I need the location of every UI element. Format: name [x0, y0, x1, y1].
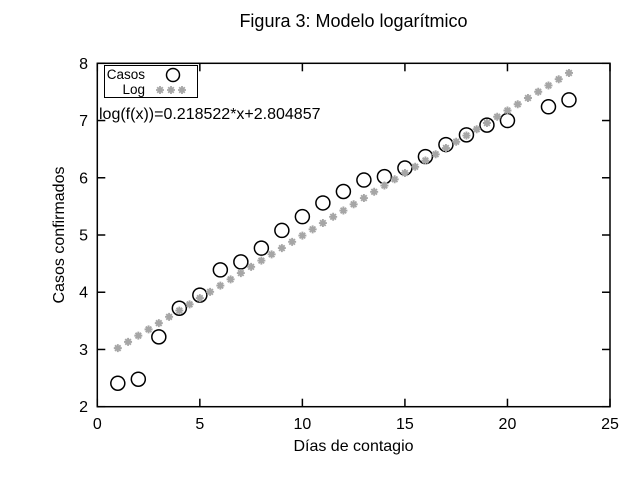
data-point — [110, 375, 126, 391]
x-tick-label: 15 — [396, 416, 414, 433]
fit-equation-label: log(f(x))=0.218522*x+2.804857 — [99, 106, 321, 123]
x-axis-label: Días de contagio — [293, 438, 414, 455]
fit-marker — [482, 119, 491, 128]
data-point — [171, 300, 188, 317]
fit-marker — [493, 112, 502, 121]
fit-marker — [534, 87, 543, 96]
data-point — [130, 371, 147, 387]
fit-marker — [339, 206, 348, 215]
fit-marker — [113, 344, 122, 353]
data-point — [561, 92, 577, 108]
fit-marker — [308, 225, 317, 234]
fit-marker — [400, 169, 409, 178]
fit-marker — [441, 144, 450, 153]
fit-marker — [175, 306, 184, 315]
y-tick-label: 4 — [79, 285, 88, 302]
data-point — [253, 240, 270, 256]
data-point — [315, 195, 331, 211]
y-tick-label: 2 — [79, 399, 88, 416]
fit-marker — [380, 181, 389, 190]
data-point — [356, 172, 372, 188]
legend-entry-casos: Casos — [105, 67, 197, 82]
fit-marker — [134, 331, 143, 340]
fit-marker — [247, 262, 256, 271]
fit-marker — [370, 187, 379, 196]
fit-marker — [359, 194, 368, 203]
fit-marker — [431, 150, 440, 159]
x-tick-label: 5 — [195, 416, 204, 433]
fit-marker — [288, 237, 297, 246]
fit-marker — [185, 300, 194, 309]
data-point — [499, 112, 516, 129]
fit-marker — [124, 337, 133, 346]
fit-marker — [390, 175, 399, 184]
data-point — [274, 222, 290, 239]
fit-marker — [452, 137, 461, 146]
data-point — [151, 329, 167, 345]
y-tick-label: 6 — [79, 170, 88, 187]
fit-marker — [554, 75, 563, 84]
x-tick-label: 25 — [601, 416, 619, 433]
fit-marker — [564, 68, 573, 77]
fit-marker — [257, 256, 266, 265]
x-tick-label: 0 — [93, 416, 102, 433]
data-point — [335, 183, 352, 200]
fit-marker — [349, 200, 358, 209]
fit-marker — [236, 269, 245, 278]
fit-marker — [298, 231, 307, 240]
data-point — [233, 254, 249, 270]
open-circle-icon — [145, 67, 197, 83]
y-axis-label: Casos confirmados — [51, 166, 68, 304]
fit-marker — [544, 81, 553, 90]
data-point — [294, 208, 311, 225]
y-tick-label: 7 — [79, 113, 88, 130]
fit-marker — [165, 312, 174, 321]
asterisk-icon — [178, 85, 186, 94]
data-point — [376, 168, 393, 185]
fit-marker — [421, 156, 430, 165]
y-tick-label: 8 — [79, 56, 88, 73]
asterisk-markers-icon — [145, 82, 197, 98]
fit-marker — [144, 325, 153, 334]
data-point — [458, 127, 475, 143]
fit-marker — [523, 93, 532, 102]
fit-marker — [513, 100, 522, 109]
fit-marker — [277, 244, 286, 253]
y-tick-label: 3 — [79, 342, 88, 359]
fit-marker — [267, 250, 276, 259]
x-tick-label: 10 — [293, 416, 311, 433]
fit-marker — [318, 219, 327, 228]
fit-marker — [411, 162, 420, 171]
y-tick-label: 5 — [79, 228, 88, 245]
data-point — [540, 99, 557, 115]
fit-marker — [329, 212, 338, 221]
fit-marker — [503, 106, 512, 115]
data-point — [212, 262, 229, 278]
fit-marker — [472, 125, 481, 134]
fit-marker — [195, 294, 204, 303]
chart-title: Figura 3: Modelo logarítmico — [239, 11, 468, 31]
fit-marker — [462, 131, 471, 140]
asterisk-icon — [167, 85, 175, 94]
fit-marker — [206, 287, 215, 296]
asterisk-icon — [156, 85, 164, 94]
legend-label-log: Log — [122, 82, 145, 97]
x-tick-label: 20 — [499, 416, 517, 433]
legend: Casos Log — [104, 65, 198, 98]
fit-marker — [216, 281, 225, 290]
data-point — [479, 117, 495, 133]
fit-marker — [226, 275, 235, 284]
legend-entry-log: Log — [105, 82, 197, 97]
fit-marker — [154, 319, 163, 328]
legend-label-casos: Casos — [106, 67, 145, 82]
